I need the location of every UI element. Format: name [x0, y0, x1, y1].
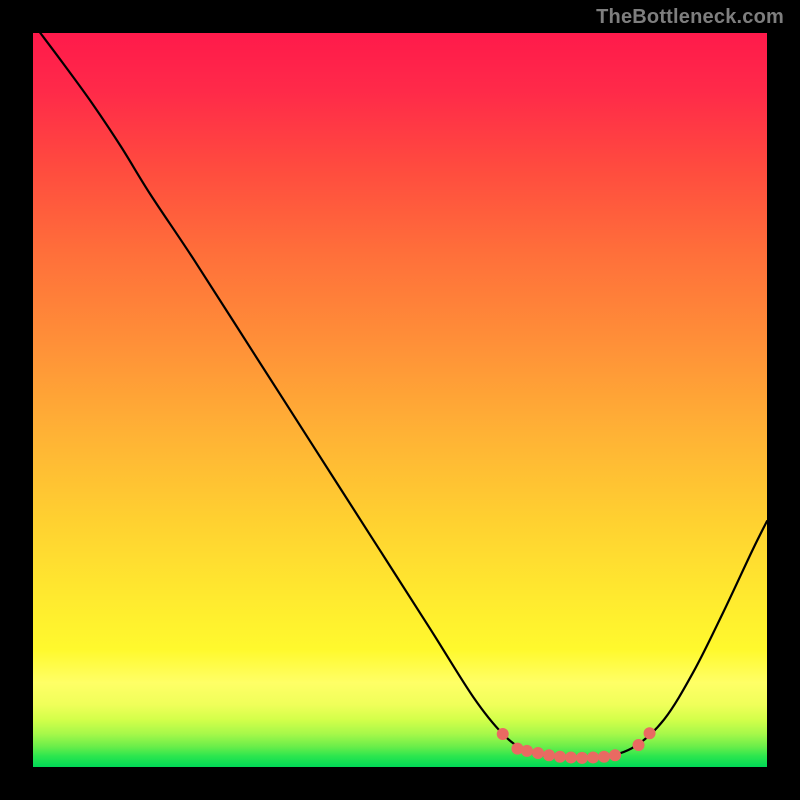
chart-background	[33, 33, 767, 767]
marker-dot	[521, 745, 533, 757]
chart-svg	[33, 33, 767, 767]
marker-dot	[587, 751, 599, 763]
marker-dot	[497, 728, 509, 740]
watermark-text: TheBottleneck.com	[596, 6, 784, 29]
outer-frame: TheBottleneck.com	[0, 0, 800, 800]
marker-dot	[633, 739, 645, 751]
marker-dot	[609, 749, 621, 761]
marker-dot	[644, 727, 656, 739]
marker-dot	[532, 747, 544, 759]
marker-dot	[543, 749, 555, 761]
marker-dot	[598, 751, 610, 763]
marker-dot	[576, 752, 588, 764]
plot-area	[33, 33, 767, 767]
marker-dot	[554, 751, 566, 763]
marker-dot	[565, 751, 577, 763]
